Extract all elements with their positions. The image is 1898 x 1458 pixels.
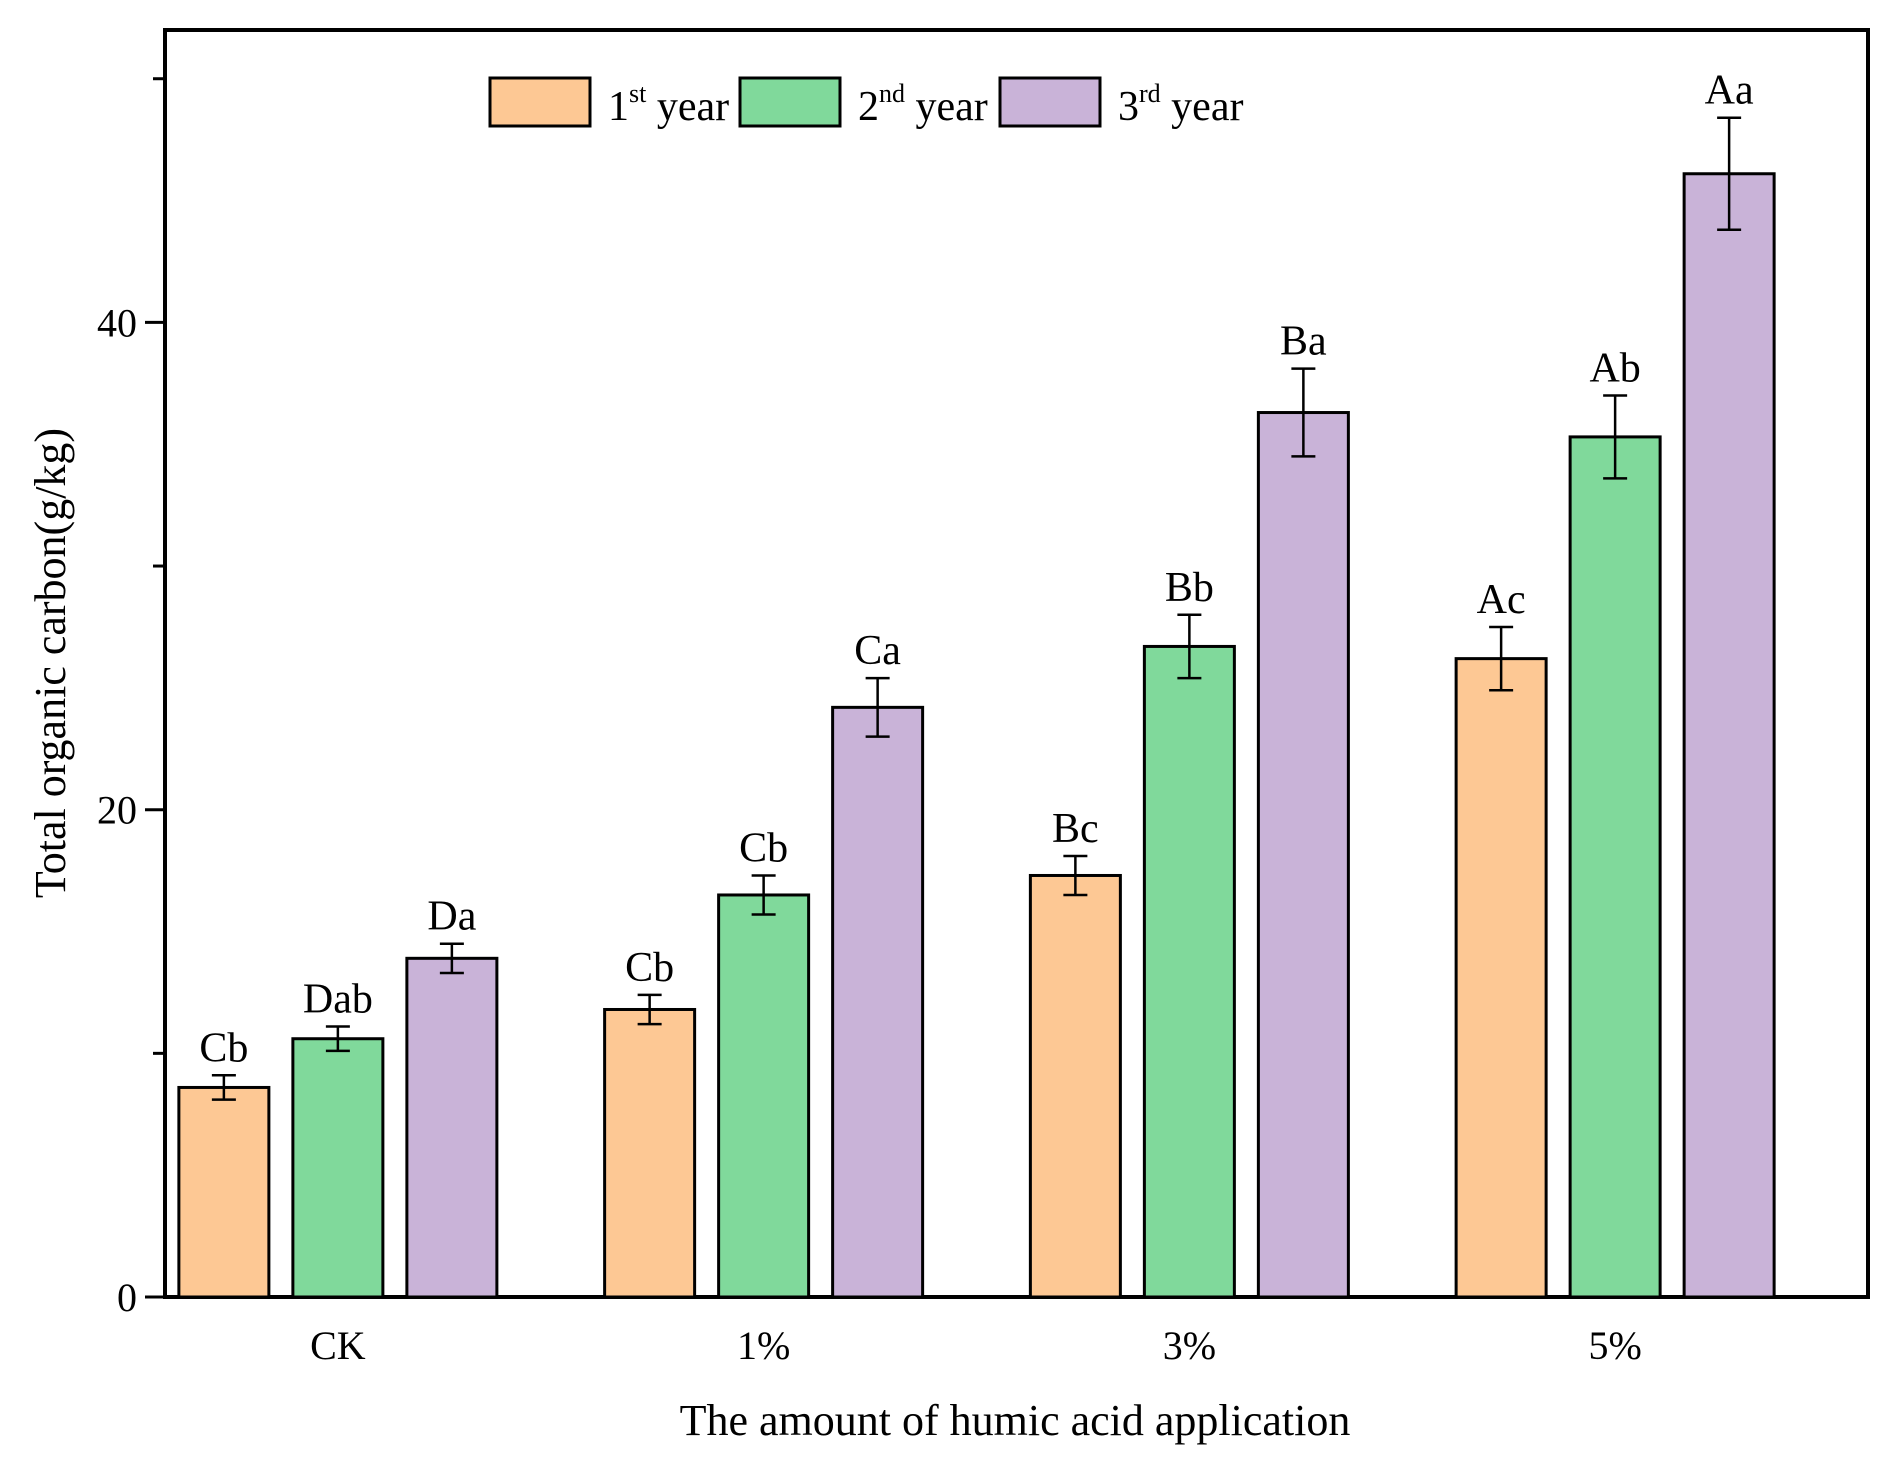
data-label: Bb [1165, 565, 1214, 611]
bar [1568, 435, 1662, 1299]
legend-swatch [488, 76, 592, 128]
x-tick-label: 3% [1163, 1323, 1216, 1368]
error-bars-layer [211, 116, 1742, 1101]
bar [1682, 172, 1776, 1299]
bar [603, 1007, 697, 1299]
bar [1454, 657, 1548, 1299]
data-label: Cb [739, 825, 788, 871]
y-tick-label: 0 [117, 1275, 137, 1320]
bar [291, 1037, 385, 1299]
legend-label: 2nd year [858, 79, 988, 130]
legend: 1st year 2nd year 3rd year [488, 76, 1243, 130]
data-label: Ab [1589, 345, 1640, 391]
y-tick-label: 20 [97, 788, 137, 833]
data-label: Dab [303, 977, 373, 1023]
data-label: Ba [1280, 319, 1327, 365]
plot-frame [163, 28, 1870, 1299]
x-axis-title: The amount of humic acid application [680, 1396, 1351, 1445]
data-label: Cb [625, 945, 674, 991]
bar [177, 1085, 271, 1299]
bar [1256, 411, 1350, 1299]
legend-swatch [738, 76, 842, 128]
legend-label: 1st year [608, 79, 729, 130]
bars-layer [177, 172, 1776, 1299]
data-label: Bc [1052, 806, 1099, 852]
bar [717, 893, 811, 1299]
data-label: Cb [199, 1025, 248, 1071]
data-label: Ac [1477, 577, 1526, 623]
data-label: Ca [854, 628, 901, 674]
legend-label: 3rd year [1118, 79, 1243, 130]
x-tick-label: 1% [737, 1323, 790, 1368]
data-label: Da [427, 894, 476, 940]
data-labels-layer: Cb Dab Da Cb Cb Ca Bc Bb Ba Ac Ab Aa [199, 68, 1754, 1072]
y-tick-label: 40 [97, 300, 137, 345]
data-label: Aa [1705, 68, 1754, 114]
y-axis: 0 20 40 [97, 77, 165, 1320]
legend-swatch [998, 76, 1102, 128]
bar [1142, 644, 1236, 1299]
x-tick-label: CK [310, 1323, 366, 1368]
bar [1028, 873, 1122, 1299]
x-axis: CK 1% 3% 5% [310, 1323, 1642, 1368]
x-tick-label: 5% [1588, 1323, 1641, 1368]
y-axis-title: Total organic carbon(g/kg) [26, 428, 75, 898]
bar [831, 705, 925, 1299]
bar [405, 956, 499, 1299]
